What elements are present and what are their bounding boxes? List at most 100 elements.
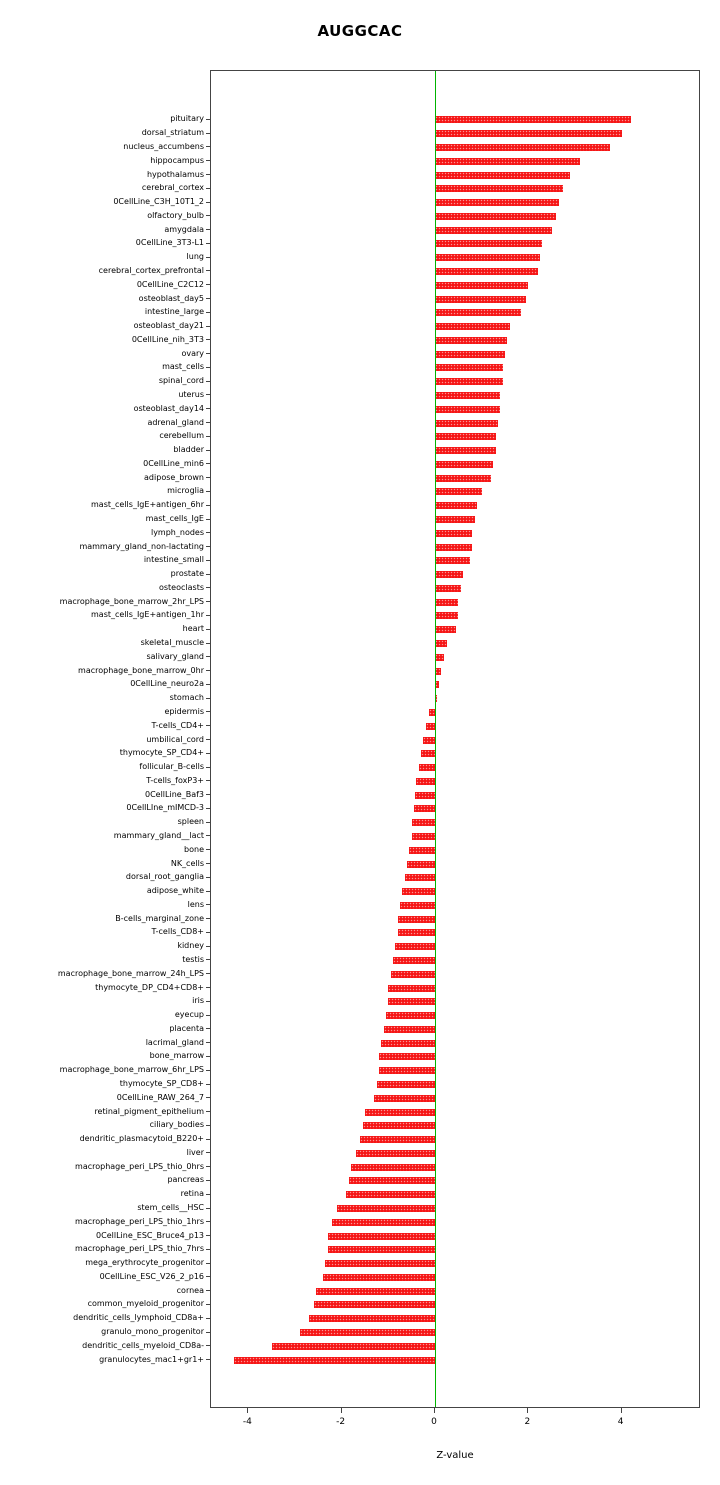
y-tick-mark bbox=[206, 642, 210, 644]
bar bbox=[435, 281, 529, 289]
bar bbox=[435, 212, 557, 220]
y-tick-mark bbox=[206, 849, 210, 851]
bar bbox=[271, 1342, 435, 1350]
category-label: pituitary bbox=[170, 114, 204, 124]
category-label: osteoblast_day14 bbox=[133, 403, 204, 413]
category-label: osteoclasts bbox=[158, 582, 204, 592]
bar bbox=[409, 846, 435, 854]
category-label: nucleus_accumbens bbox=[123, 141, 204, 151]
y-tick-mark bbox=[206, 380, 210, 382]
category-label: T-cells_CD8+ bbox=[151, 927, 204, 937]
bar bbox=[323, 1273, 435, 1281]
y-tick-mark bbox=[206, 780, 210, 782]
bar bbox=[381, 1039, 435, 1047]
category-label: 0CellLine_ESC_V26_2_p16 bbox=[99, 1271, 204, 1281]
y-tick-mark bbox=[206, 1055, 210, 1057]
y-tick-mark bbox=[206, 339, 210, 341]
category-label: placenta bbox=[169, 1023, 204, 1033]
bar bbox=[435, 447, 496, 455]
bar bbox=[435, 185, 564, 193]
category-label: mast_cells_IgE bbox=[145, 514, 204, 524]
category-label: dendritic_cells_lymphoid_CD8a+ bbox=[73, 1313, 204, 1323]
y-tick-mark bbox=[206, 711, 210, 713]
bar bbox=[355, 1149, 435, 1157]
category-label: umbilical_cord bbox=[146, 734, 204, 744]
y-tick-mark bbox=[206, 1359, 210, 1361]
category-label: mast_cells_IgE+antigen_6hr bbox=[91, 500, 204, 510]
y-tick-mark bbox=[206, 1276, 210, 1278]
y-tick-mark bbox=[206, 353, 210, 355]
category-label: 0CellLine_ESC_Bruce4_p13 bbox=[96, 1230, 204, 1240]
y-tick-mark bbox=[206, 670, 210, 672]
category-label: macrophage_bone_marrow_2hr_LPS bbox=[59, 596, 204, 606]
category-label: spleen bbox=[177, 817, 204, 827]
x-tick-label: -2 bbox=[336, 1417, 346, 1427]
category-label: granulocytes_mac1+gr1+ bbox=[99, 1354, 204, 1364]
y-tick-mark bbox=[206, 1303, 210, 1305]
category-label: granulo_mono_progenitor bbox=[101, 1327, 204, 1337]
y-tick-mark bbox=[206, 1014, 210, 1016]
category-label: bone_marrow bbox=[149, 1051, 204, 1061]
y-tick-mark bbox=[206, 573, 210, 575]
bar bbox=[316, 1287, 435, 1295]
bar bbox=[435, 240, 543, 248]
y-tick-mark bbox=[206, 118, 210, 120]
y-tick-mark bbox=[206, 394, 210, 396]
y-tick-mark bbox=[206, 1000, 210, 1002]
category-label: iris bbox=[192, 996, 204, 1006]
category-label: mast_cells_IgE+antigen_1hr bbox=[91, 610, 204, 620]
y-tick-mark bbox=[206, 559, 210, 561]
bar bbox=[362, 1122, 435, 1130]
bar bbox=[421, 750, 435, 758]
bar bbox=[407, 860, 435, 868]
bar bbox=[435, 460, 494, 468]
y-tick-mark bbox=[206, 490, 210, 492]
category-label: liver bbox=[186, 1147, 204, 1157]
y-tick-mark bbox=[206, 766, 210, 768]
y-tick-mark bbox=[206, 821, 210, 823]
category-label: salivary_gland bbox=[146, 651, 204, 661]
category-label: macrophage_peri_LPS_thio_7hrs bbox=[75, 1244, 204, 1254]
bar bbox=[435, 474, 491, 482]
chart-title: AUGGCAC bbox=[317, 22, 403, 40]
bar bbox=[402, 888, 435, 896]
bar bbox=[423, 736, 435, 744]
category-label: adipose_brown bbox=[144, 472, 204, 482]
category-label: 0CellLine_min6 bbox=[143, 458, 204, 468]
bar bbox=[435, 626, 456, 634]
category-label: bladder bbox=[173, 445, 204, 455]
bar bbox=[332, 1218, 435, 1226]
bar bbox=[435, 226, 552, 234]
category-label: macrophage_peri_LPS_thio_1hrs bbox=[75, 1216, 204, 1226]
y-tick-mark bbox=[206, 1152, 210, 1154]
category-label: NK_cells bbox=[170, 858, 204, 868]
y-tick-mark bbox=[206, 1235, 210, 1237]
y-tick-mark bbox=[206, 973, 210, 975]
bar bbox=[309, 1315, 435, 1323]
y-tick-mark bbox=[206, 890, 210, 892]
x-tick-mark bbox=[247, 1408, 249, 1413]
category-label: 0CellLine_nih_3T3 bbox=[131, 334, 204, 344]
bar bbox=[435, 116, 631, 124]
category-label: 0CellLine_Baf3 bbox=[144, 789, 204, 799]
category-label: 0CellLine_C3H_10T1_2 bbox=[113, 197, 204, 207]
category-label: cerebral_cortex bbox=[141, 183, 204, 193]
y-tick-mark bbox=[206, 1221, 210, 1223]
y-tick-mark bbox=[206, 1028, 210, 1030]
category-label: olfactory_bulb bbox=[147, 210, 204, 220]
category-label: microglia bbox=[167, 486, 204, 496]
bar bbox=[435, 640, 447, 648]
y-tick-mark bbox=[206, 1097, 210, 1099]
category-label: 0CellLine_RAW_264_7 bbox=[116, 1092, 204, 1102]
y-tick-mark bbox=[206, 1166, 210, 1168]
category-label: common_myeloid_progenitor bbox=[87, 1299, 204, 1309]
y-tick-mark bbox=[206, 697, 210, 699]
bar bbox=[395, 943, 435, 951]
bar bbox=[299, 1329, 435, 1337]
y-tick-mark bbox=[206, 201, 210, 203]
bar bbox=[388, 998, 435, 1006]
bar bbox=[360, 1136, 435, 1144]
bar bbox=[435, 419, 498, 427]
y-tick-mark bbox=[206, 160, 210, 162]
y-tick-mark bbox=[206, 256, 210, 258]
